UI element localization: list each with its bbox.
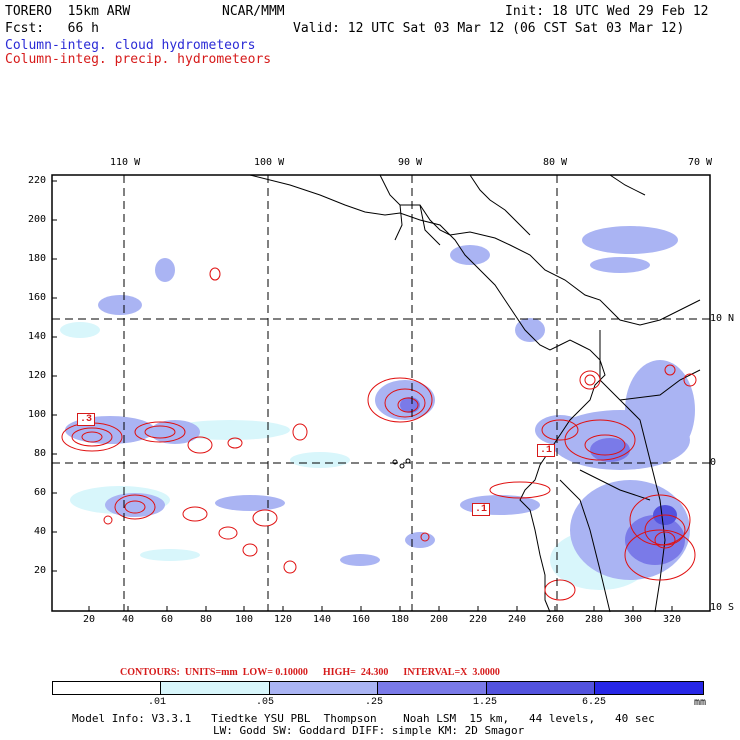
x-tick-label: 300 <box>623 614 643 625</box>
galapagos-islands <box>392 458 411 469</box>
y-tick-label: 40 <box>33 526 46 537</box>
lat-label: 10 S <box>710 602 735 613</box>
x-tick-label: 320 <box>662 614 682 625</box>
y-tick-label: 180 <box>27 253 46 264</box>
colorbar-segment <box>378 682 487 694</box>
colorbar-tick: .25 <box>365 697 384 708</box>
colorbar <box>52 681 704 695</box>
colorbar-tick: 1.25 <box>473 697 498 708</box>
colorbar-tick: 6.25 <box>582 697 607 708</box>
model-physics: LW: Godd SW: Goddard DIFF: simple KM: 2D… <box>213 724 525 737</box>
y-tick-label: 60 <box>33 487 46 498</box>
init-time: Init: 18 UTC Wed 29 Feb 12 <box>505 4 709 19</box>
contour-info: CONTOURS: UNITS=mm LOW= 0.10000 HIGH= 24… <box>120 667 500 678</box>
colorbar-tick: .05 <box>256 697 275 708</box>
lat-label: 10 N <box>710 313 735 324</box>
model-title: TORERO 15km ARW <box>5 4 131 19</box>
contour-marker: .1 <box>537 444 556 457</box>
x-tick-label: 260 <box>545 614 565 625</box>
x-tick-label: 220 <box>468 614 488 625</box>
x-tick-label: 100 <box>234 614 254 625</box>
forecast-hour: Fcst: 66 h <box>5 21 99 36</box>
colorbar-units: mm <box>694 697 707 708</box>
colorbar-tick: .01 <box>148 697 167 708</box>
axis-ticks <box>52 180 673 611</box>
model-info: Model Info: V3.3.1 Tiedtke YSU PBL Thomp… <box>72 712 655 725</box>
y-tick-label: 140 <box>27 331 46 342</box>
x-tick-label: 40 <box>121 614 135 625</box>
colorbar-segment <box>595 682 703 694</box>
precip-field-label: Column-integ. precip. hydrometeors <box>5 52 272 67</box>
lon-label: 70 W <box>688 157 713 168</box>
x-tick-label: 140 <box>312 614 332 625</box>
lon-label: 90 W <box>398 157 423 168</box>
contour-marker: .1 <box>472 503 491 516</box>
y-tick-label: 80 <box>33 448 46 459</box>
organization: NCAR/MMM <box>222 4 285 19</box>
colorbar-segment <box>270 682 378 694</box>
contour-marker: .3 <box>77 413 96 426</box>
colorbar-segment <box>53 682 161 694</box>
cloud-field-label: Column-integ. cloud hydrometeors <box>5 38 256 53</box>
y-tick-label: 100 <box>27 409 46 420</box>
y-tick-label: 160 <box>27 292 46 303</box>
colorbar-segment <box>487 682 595 694</box>
y-tick-label: 220 <box>27 175 46 186</box>
x-tick-label: 240 <box>507 614 527 625</box>
lat-label: 0 <box>710 457 717 468</box>
precip-contours <box>61 267 697 601</box>
lon-label: 80 W <box>543 157 568 168</box>
y-tick-label: 200 <box>27 214 46 225</box>
lon-label: 110 W <box>110 157 141 168</box>
lon-label: 100 W <box>254 157 285 168</box>
lat-lon-grid <box>52 175 710 611</box>
x-tick-label: 20 <box>82 614 96 625</box>
y-tick-label: 20 <box>33 565 46 576</box>
x-tick-label: 280 <box>584 614 604 625</box>
map-frame <box>51 174 711 612</box>
valid-time: Valid: 12 UTC Sat 03 Mar 12 (06 CST Sat … <box>293 21 685 36</box>
colorbar-segment <box>161 682 270 694</box>
x-tick-label: 200 <box>429 614 449 625</box>
x-tick-label: 80 <box>199 614 213 625</box>
x-tick-label: 180 <box>390 614 410 625</box>
x-tick-label: 120 <box>273 614 293 625</box>
x-tick-label: 160 <box>351 614 371 625</box>
cloud-shading <box>60 226 695 590</box>
coastlines <box>249 174 701 613</box>
y-tick-label: 120 <box>27 370 46 381</box>
x-tick-label: 60 <box>160 614 174 625</box>
